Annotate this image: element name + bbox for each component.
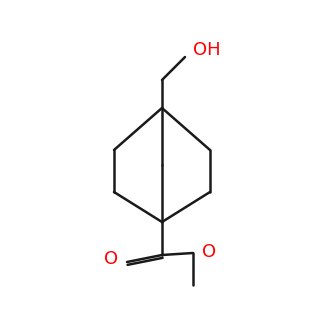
Text: OH: OH bbox=[193, 41, 221, 59]
Text: O: O bbox=[202, 243, 216, 261]
Text: O: O bbox=[104, 250, 118, 268]
